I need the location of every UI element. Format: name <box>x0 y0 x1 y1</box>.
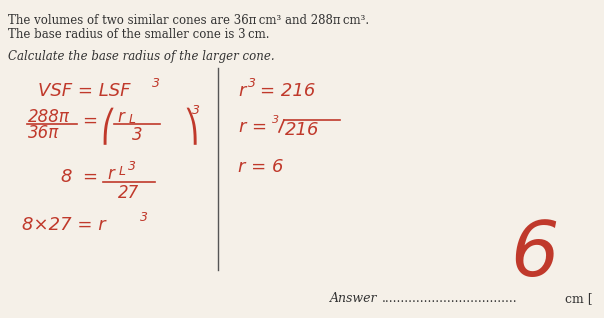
Text: r: r <box>117 108 124 126</box>
Text: r: r <box>107 165 114 183</box>
Text: ...................................: ................................... <box>382 292 518 305</box>
Text: ⎛: ⎛ <box>100 108 115 145</box>
Text: Answer: Answer <box>330 292 378 305</box>
Text: L: L <box>119 165 126 178</box>
Text: 288π: 288π <box>28 108 70 126</box>
Text: 3: 3 <box>152 77 160 90</box>
Text: 36π: 36π <box>28 124 59 142</box>
Text: 3: 3 <box>272 115 279 125</box>
Text: VSF = LSF: VSF = LSF <box>38 82 130 100</box>
Text: 3: 3 <box>128 160 136 173</box>
Text: 8: 8 <box>60 168 71 186</box>
Text: r = 6: r = 6 <box>238 158 283 176</box>
Text: 3: 3 <box>132 126 143 144</box>
Text: r: r <box>238 118 245 136</box>
Text: The volumes of two similar cones are 36π cm³ and 288π cm³.: The volumes of two similar cones are 36π… <box>8 14 369 27</box>
Text: The base radius of the smaller cone is 3 cm.: The base radius of the smaller cone is 3… <box>8 28 269 41</box>
Text: 3: 3 <box>192 104 200 117</box>
Text: =: = <box>252 118 273 136</box>
Text: 3: 3 <box>248 77 256 90</box>
Text: = 216: = 216 <box>260 82 315 100</box>
Text: =: = <box>82 168 97 186</box>
Text: ⎞: ⎞ <box>183 108 198 145</box>
Text: L: L <box>129 113 136 126</box>
Text: r: r <box>238 82 245 100</box>
Text: =: = <box>82 112 97 130</box>
Text: 27: 27 <box>118 184 140 202</box>
Text: 3: 3 <box>140 211 148 224</box>
Text: 6: 6 <box>510 218 559 292</box>
Text: 216: 216 <box>285 121 320 139</box>
Text: Calculate the base radius of the larger cone.: Calculate the base radius of the larger … <box>8 50 275 63</box>
Text: cm [: cm [ <box>565 292 593 305</box>
Text: 8×27 = r: 8×27 = r <box>22 216 106 234</box>
